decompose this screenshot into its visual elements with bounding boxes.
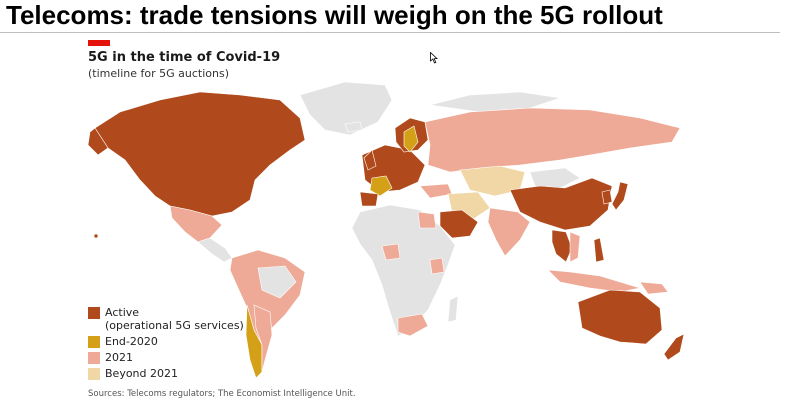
legend-swatch-2021: [88, 352, 100, 364]
region-madagascar: [447, 295, 459, 323]
slide-title: Telecoms: trade tensions will weigh on t…: [6, 0, 663, 30]
legend-swatch-end2020: [88, 336, 100, 348]
region-france: [369, 175, 393, 197]
region-hawaii: [93, 233, 99, 239]
region-australia: [577, 289, 663, 345]
chart-subtitle: (timeline for 5G auctions): [88, 67, 229, 80]
source-note: Sources: Telecoms regulators; The Econom…: [88, 389, 356, 399]
chart-title: 5G in the time of Covid-19: [88, 50, 281, 65]
mouse-pointer-icon: [430, 52, 438, 64]
region-greenland: [299, 81, 393, 136]
region-japan: [611, 181, 629, 211]
legend-swatch-active: [88, 307, 100, 319]
map-legend: Active (operational 5G services) End-202…: [88, 306, 244, 383]
region-argentina: [253, 304, 273, 373]
region-iberia: [359, 191, 379, 207]
region-nigeria: [381, 243, 401, 261]
region-new-zealand: [663, 333, 685, 361]
region-brazil-interior: [257, 265, 297, 299]
region-sweden: [403, 125, 419, 153]
region-iceland: [344, 121, 363, 133]
region-mongolia: [529, 167, 581, 189]
title-divider: [0, 32, 780, 33]
region-russia: [424, 107, 681, 173]
legend-label-active: Active: [105, 306, 140, 319]
region-north-america: [94, 91, 306, 217]
region-se-asia-mainland: [551, 229, 573, 263]
region-turkey: [419, 183, 453, 199]
legend-label-beyond2021: Beyond 2021: [105, 367, 178, 380]
region-vietnam: [569, 231, 581, 263]
legend-item-2021: 2021: [88, 351, 244, 366]
legend-sublabel-active: (operational 5G services): [105, 319, 244, 332]
region-indonesia: [547, 269, 641, 293]
legend-item-beyond2021: Beyond 2021: [88, 367, 244, 382]
region-egypt: [417, 211, 437, 229]
region-india: [487, 207, 531, 257]
legend-label-2021: 2021: [105, 351, 133, 364]
chart-accent-bar: [88, 40, 110, 46]
region-uk: [363, 149, 377, 171]
region-china: [509, 177, 613, 231]
legend-item-end2020: End-2020: [88, 335, 244, 350]
legend-swatch-beyond2021: [88, 368, 100, 380]
legend-item-active: Active (operational 5G services): [88, 306, 244, 334]
region-alaska: [87, 127, 109, 156]
region-south-africa: [397, 313, 429, 337]
region-chile: [245, 304, 263, 379]
region-png: [639, 281, 669, 295]
legend-label-end2020: End-2020: [105, 335, 158, 348]
region-kenya: [429, 257, 445, 275]
region-philippines: [593, 237, 605, 263]
region-central-america: [197, 237, 233, 263]
region-korea: [601, 189, 613, 205]
